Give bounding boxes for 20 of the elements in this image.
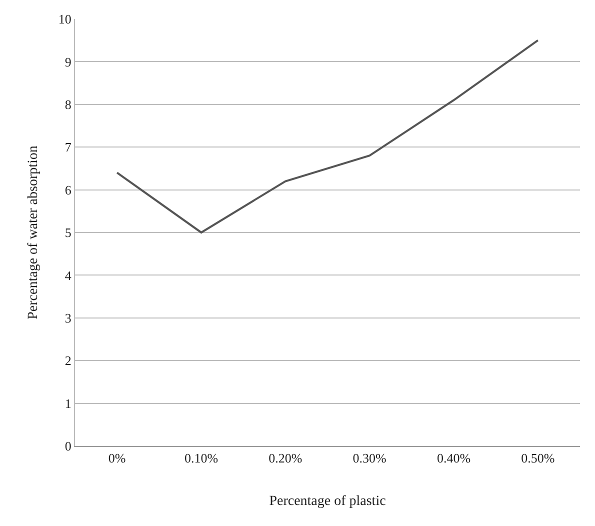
y-tick-label: 5	[64, 225, 72, 240]
y-tick-label: 4	[64, 268, 72, 283]
y-tick-label: 2	[64, 353, 72, 368]
x-tick-label: 0.10%	[184, 450, 218, 466]
y-tick-label: 10	[58, 12, 72, 27]
y-tick-label: 3	[64, 310, 72, 326]
line-series	[116, 39, 539, 234]
x-tick-label: 0.20%	[268, 450, 302, 466]
y-tick-label: 0	[64, 438, 72, 454]
y-tick-label: 1	[64, 396, 72, 411]
x-tick-label: 0.40%	[436, 450, 471, 466]
y-axis-title: Percentage of water absorption	[26, 146, 41, 320]
y-tick-label: 7	[64, 140, 72, 155]
x-axis-title: Percentage of plastic	[269, 494, 386, 509]
x-tick-label: 0%	[108, 450, 126, 466]
x-tick-label: 0.50%	[521, 450, 555, 466]
y-tick-label: 9	[64, 54, 72, 70]
y-tick-label: 8	[64, 96, 72, 112]
y-tick-label: 6	[64, 182, 72, 198]
x-tick-label: 0.30%	[352, 450, 387, 466]
